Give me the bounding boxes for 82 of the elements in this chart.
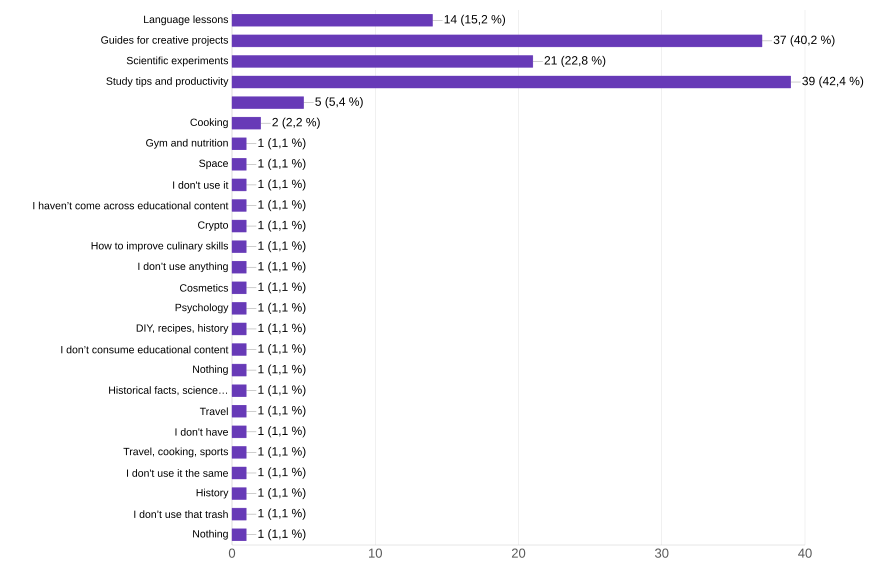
bar — [232, 138, 247, 150]
data-label: 1 (1,1 %) — [258, 344, 306, 356]
bar — [232, 282, 247, 294]
bar — [232, 55, 534, 68]
data-label: 1 (1,1 %) — [258, 220, 306, 232]
bar — [232, 14, 433, 26]
data-label: 1 (1,1 %) — [258, 406, 306, 417]
data-label: 37 (40,2 %) — [774, 35, 834, 46]
bar — [232, 466, 247, 480]
y-tick-label: Language lessons — [144, 15, 228, 26]
data-label: 1 (1,1 %) — [258, 179, 306, 190]
y-tick-label: History — [196, 488, 228, 498]
data-label: 1 (1,1 %) — [258, 323, 306, 335]
y-tick-label: DIY, recipes, history — [136, 324, 228, 334]
y-tick-label: Nothing — [193, 530, 228, 540]
y-tick-label: I don’t use that trash — [134, 510, 228, 518]
bar — [232, 384, 247, 397]
y-tick-label: Travel, cooking, sports — [123, 448, 228, 458]
bar — [232, 96, 304, 109]
data-label: 1 (1,1 %) — [258, 529, 306, 540]
x-tick-label: 20 — [512, 548, 526, 558]
y-tick-label: Travel — [200, 407, 228, 416]
bar — [232, 528, 247, 541]
data-label: 5 (5,4 %) — [315, 97, 363, 108]
bar — [232, 76, 791, 88]
y-tick-label: Cooking — [190, 118, 228, 128]
data-label: 39 (42,4 %) — [802, 76, 864, 88]
x-tick-label: 0 — [228, 548, 236, 558]
data-label: 1 (1,1 %) — [258, 488, 306, 500]
y-tick-label: How to improve culinary skills — [92, 242, 228, 252]
y-tick-label: Space — [199, 160, 228, 170]
y-tick-label: I don't have — [175, 428, 228, 436]
y-tick-label: Scientific experiments — [126, 56, 228, 66]
data-label: 1 (1,1 %) — [258, 508, 306, 520]
data-label: 21 (22,8 %) — [544, 56, 606, 68]
y-tick-label: Cosmetics — [180, 284, 228, 292]
y-tick-label: Gym and nutrition — [146, 138, 228, 149]
bar — [232, 240, 247, 253]
data-label: 1 (1,1 %) — [258, 200, 306, 212]
bar — [232, 178, 247, 192]
bar — [232, 405, 247, 418]
data-label: 1 (1,1 %) — [258, 138, 306, 150]
data-label: 1 (1,1 %) — [258, 364, 306, 376]
bar — [232, 34, 762, 48]
bar — [232, 261, 247, 274]
data-label: 14 (15,2 %) — [444, 14, 506, 26]
y-tick-label: I don't use it — [173, 181, 228, 189]
data-label: 1 (1,1 %) — [258, 158, 306, 170]
data-label: 1 (1,1 %) — [258, 446, 306, 458]
bar — [232, 508, 247, 520]
y-tick-label: Psychology — [176, 303, 228, 314]
y-tick-label: Crypto — [198, 221, 228, 231]
bar — [232, 343, 247, 356]
data-label: 1 (1,1 %) — [258, 241, 306, 252]
data-label: 1 (1,1 %) — [258, 282, 306, 294]
y-tick-label: I haven’t come across educational content — [33, 202, 228, 210]
y-tick-label: I don’t use anything — [138, 262, 228, 272]
bar — [232, 322, 247, 336]
bar — [232, 302, 247, 315]
bar — [232, 116, 261, 130]
bar — [232, 158, 247, 171]
data-label: 1 (1,1 %) — [258, 426, 306, 438]
data-label: 2 (2,2 %) — [272, 118, 320, 129]
bar — [232, 446, 247, 459]
bar — [232, 487, 247, 500]
x-tick-label: 10 — [369, 548, 382, 558]
data-label: 1 (1,1 %) — [258, 467, 306, 479]
y-tick-label: Nothing — [193, 365, 228, 375]
y-tick-label: I don't use it the same — [127, 469, 228, 477]
x-tick-label: 40 — [798, 548, 812, 558]
data-label: 1 (1,1 %) — [258, 302, 306, 314]
data-label: 1 (1,1 %) — [258, 262, 306, 273]
y-tick-label: Study tips and productivity — [106, 77, 228, 87]
data-label: 1 (1,1 %) — [258, 385, 306, 396]
y-tick-label: Guides for creative projects — [101, 36, 228, 46]
bar — [232, 364, 247, 376]
y-tick-label: Historical facts, science… — [109, 386, 228, 396]
bar — [232, 426, 247, 438]
bar — [232, 199, 247, 212]
x-tick-label: 30 — [655, 548, 668, 558]
y-tick-label: I don’t consume educational content — [61, 346, 228, 354]
bar — [232, 220, 247, 232]
